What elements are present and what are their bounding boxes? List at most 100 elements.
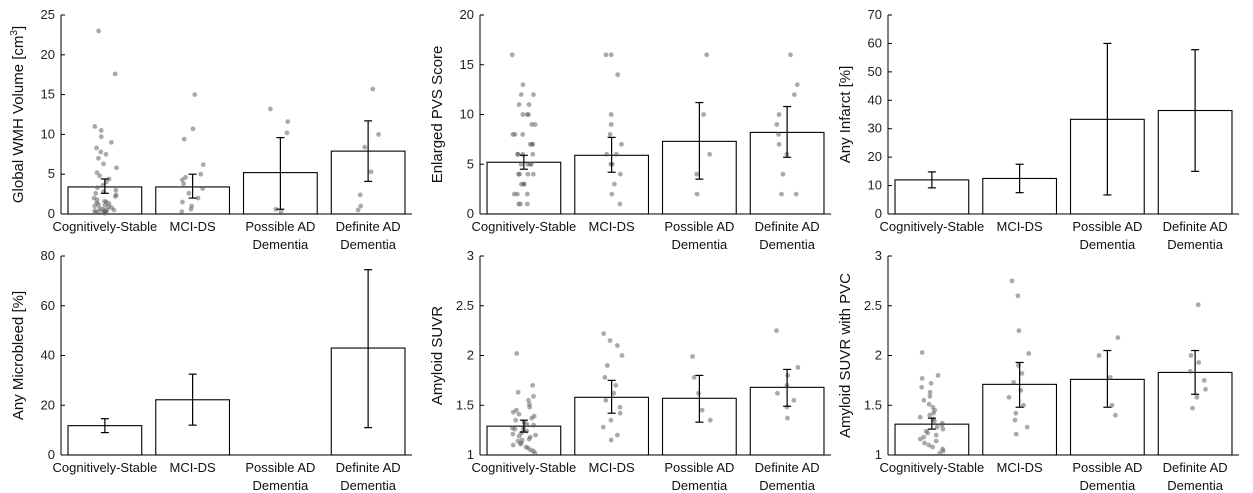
data-point: [779, 191, 784, 197]
data-point: [181, 136, 187, 142]
x-tick-label: Dementia: [340, 237, 396, 252]
data-point: [619, 353, 625, 358]
x-tick-label: Dementia: [253, 237, 309, 252]
data-point: [691, 374, 697, 380]
data-point: [200, 162, 206, 168]
y-axis-label: Amyloid SUVR: [429, 306, 446, 405]
data-point: [92, 208, 98, 214]
x-tick-label: Cognitively-Stable: [471, 460, 576, 475]
data-point: [921, 434, 927, 440]
data-point: [515, 389, 521, 395]
data-point: [1024, 424, 1030, 430]
data-point: [1012, 417, 1018, 423]
data-point: [519, 437, 525, 443]
data-point: [102, 198, 107, 204]
data-point: [529, 122, 535, 127]
x-tick-label: Definite AD: [336, 460, 401, 475]
x-tick-label: Dementia: [1080, 478, 1136, 493]
data-point: [96, 28, 102, 34]
x-tick-label: Definite AD: [1163, 219, 1228, 234]
data-point: [525, 171, 531, 177]
x-tick-label: Dementia: [759, 237, 815, 252]
data-point: [513, 407, 519, 413]
data-point: [1201, 377, 1207, 383]
y-tick-label: 20: [460, 7, 474, 22]
data-point: [923, 428, 929, 434]
data-point: [1196, 360, 1202, 365]
data-point: [530, 382, 536, 388]
data-point: [198, 171, 204, 177]
data-point: [525, 161, 531, 167]
data-point: [200, 186, 206, 191]
x-tick-label: Dementia: [1167, 237, 1223, 252]
data-point: [517, 171, 522, 177]
y-tick-label: 20: [868, 149, 882, 164]
data-point: [195, 195, 201, 201]
y-tick-label: 30: [868, 121, 882, 136]
data-point: [1019, 371, 1025, 376]
data-point: [183, 174, 188, 180]
data-point: [1009, 278, 1015, 284]
data-point: [109, 139, 114, 145]
chart-panel-1: 0 5 10 15 20 25 Global WMH Volume [cm3] Cogniti…: [9, 7, 412, 252]
y-tick-label: 1.5: [456, 397, 474, 412]
data-point: [516, 201, 522, 207]
data-point: [97, 173, 103, 179]
data-point: [179, 209, 185, 215]
data-point: [602, 374, 608, 380]
data-point: [926, 401, 932, 407]
data-point: [1115, 335, 1121, 340]
data-point: [600, 424, 606, 430]
data-point: [113, 187, 119, 193]
x-tick-label: Possible AD: [1072, 460, 1142, 475]
y-tick-label: 2: [875, 348, 882, 363]
y-tick-label: 3: [875, 248, 882, 263]
data-point: [694, 191, 700, 197]
data-point: [98, 134, 104, 140]
data-point: [362, 144, 368, 150]
y-tick-label: 60: [868, 35, 882, 50]
data-point: [532, 122, 538, 127]
y-axis-label: Global WMH Volume [cm3]: [9, 26, 27, 203]
data-point: [1203, 386, 1208, 392]
data-point: [604, 151, 610, 157]
data-point: [189, 203, 195, 209]
y-axis-label: Enlarged PVS Score: [429, 46, 446, 184]
data-point: [930, 444, 936, 450]
data-point: [603, 397, 609, 403]
y-tick-label: 10: [41, 126, 55, 141]
chart-panel-5: 1 1.5 2 2.5 3 Amyloid SUVR Cognitively-Stable M…: [429, 248, 831, 493]
data-point: [922, 440, 927, 446]
y-tick-label: 40: [41, 348, 55, 363]
x-tick-label: Cognitively-Stable: [471, 219, 576, 234]
x-tick-label: Dementia: [1167, 478, 1223, 493]
data-point: [1006, 394, 1012, 400]
y-axis-label: Any Infarct [%]: [837, 66, 854, 164]
data-point: [707, 417, 713, 423]
data-point: [1112, 412, 1118, 418]
data-point: [106, 176, 112, 182]
data-point: [376, 132, 381, 137]
data-point: [180, 199, 185, 205]
x-tick-label: Dementia: [672, 237, 728, 252]
y-axis-label: Amyloid SUVR with PVC: [837, 273, 854, 438]
data-point: [531, 422, 537, 428]
data-point: [509, 52, 515, 58]
y-axis-label-superscript: 3: [9, 30, 20, 36]
data-point: [601, 331, 607, 337]
data-point: [520, 112, 526, 117]
data-point: [527, 401, 532, 407]
data-point: [934, 424, 940, 430]
data-point: [933, 438, 939, 444]
chart-panel-6: 1 1.5 2 2.5 3 Amyloid SUVR with PVC Cognitivel…: [837, 248, 1239, 493]
data-point: [192, 92, 198, 97]
data-point: [1188, 353, 1194, 358]
y-tick-label: 0: [875, 206, 882, 221]
data-point: [526, 397, 531, 403]
data-point: [776, 141, 782, 147]
data-point: [607, 338, 613, 343]
data-point: [1016, 328, 1022, 334]
data-point: [520, 132, 526, 137]
data-point: [930, 404, 936, 410]
